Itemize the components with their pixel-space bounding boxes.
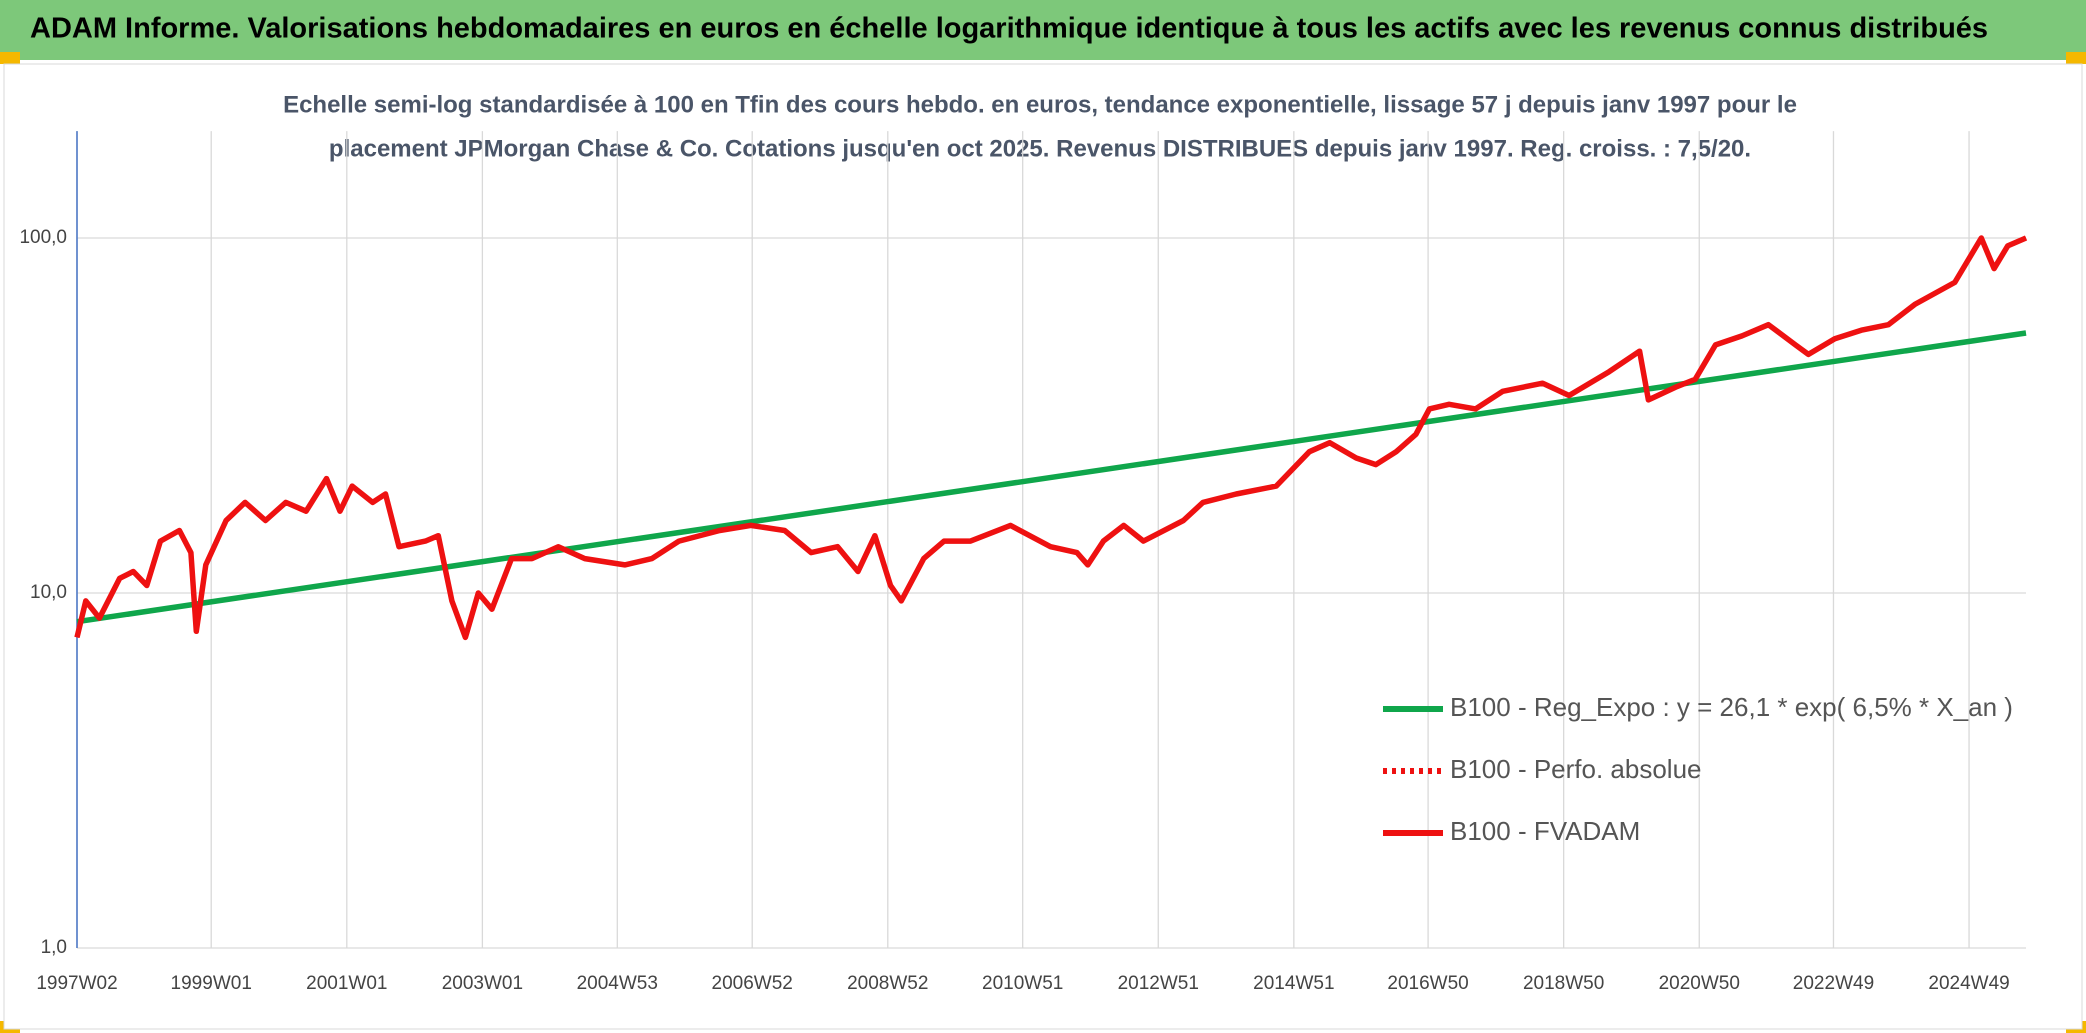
x-tick-label: 2018W50 (1523, 973, 1604, 994)
x-tick-label: 2010W51 (982, 973, 1063, 994)
y-tick-label: 10,0 (30, 582, 67, 603)
corner (0, 52, 20, 64)
chart-title: placement JPMorgan Chase & Co. Cotations… (329, 135, 1751, 162)
x-tick-label: 2006W52 (712, 973, 793, 994)
chart-frame (3, 63, 2083, 1030)
x-tick-label: 2012W51 (1118, 973, 1199, 994)
x-tick-label: 1997W02 (36, 973, 117, 994)
x-tick-label: 2024W49 (1928, 973, 2009, 994)
x-tick-label: 2020W50 (1659, 973, 1740, 994)
plot-area: 1,0 10,0 100,0 1997W02 1999W01 2001W01 2003W01… (19, 131, 2028, 994)
header-title: ADAM Informe. Valorisations hebdomadaire… (30, 13, 1988, 45)
legend-label: B100 - Reg_Expo : y = 26,1 * exp( 6,5% *… (1450, 692, 2013, 722)
y-tick-label: 1,0 (41, 937, 67, 958)
x-tick-label: 2016W50 (1387, 973, 1468, 994)
series-line (76, 330, 2027, 625)
x-tick-label: 2014W51 (1253, 973, 1334, 994)
x-tick-label: 2008W52 (847, 973, 928, 994)
series-line (74, 235, 2028, 641)
x-tick-label: 2022W49 (1793, 973, 1874, 994)
chart-title: Echelle semi-log standardisée à 100 en T… (283, 91, 1797, 118)
x-tick-label: 2004W53 (577, 973, 658, 994)
corner (2066, 52, 2086, 64)
x-tick-label: 2003W01 (442, 973, 523, 994)
legend-label: B100 - FVADAM (1450, 816, 1640, 846)
x-tick-label: 2001W01 (306, 973, 387, 994)
legend-label: B100 - Perfo. absolue (1450, 754, 1702, 784)
y-tick-label: 100,0 (19, 227, 67, 248)
header-bar (0, 0, 2086, 60)
x-tick-label: 1999W01 (171, 973, 252, 994)
